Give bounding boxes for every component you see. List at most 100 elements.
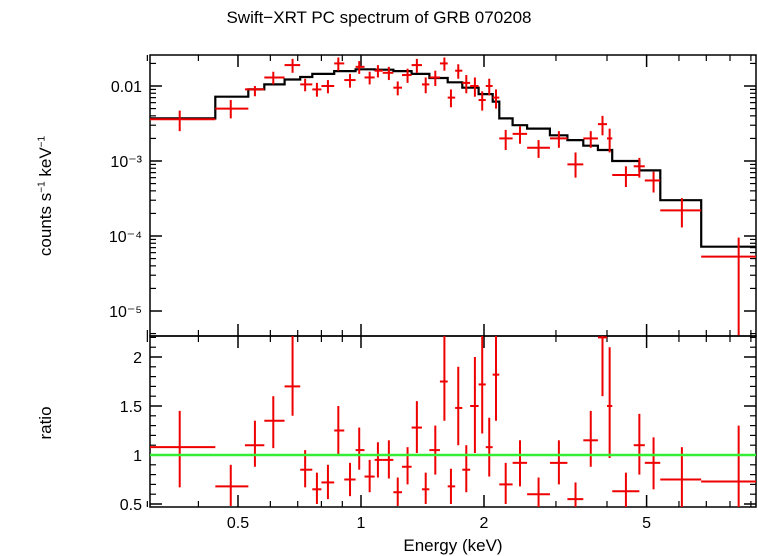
ratio-data-point (462, 445, 471, 493)
spectrum-data-point (244, 86, 265, 97)
ratio-data-point (583, 410, 598, 467)
spectrum-data-point (429, 70, 440, 86)
spectrum-data-point (597, 115, 607, 136)
ratio-data-point (478, 336, 486, 434)
spectrum-data-point (284, 58, 301, 73)
ratio-data-point (393, 477, 403, 506)
ratio-x-tick-label: 1 (357, 515, 366, 532)
ratio-data-point (264, 396, 285, 449)
ratio-data-point (455, 366, 463, 446)
ratio-panel: 0.5 1 2 5 0.5 1 1.5 2 (120, 335, 757, 532)
ratio-data-point (527, 477, 550, 507)
spectrum-data-point (499, 129, 513, 151)
ratio-data-point (364, 459, 375, 493)
spectrum-y-tick-label: 10⁻⁴ (109, 229, 142, 246)
ratio-data-point (567, 482, 584, 507)
y-label-kev-text: keV (36, 147, 55, 182)
ratio-data-point (312, 472, 322, 504)
ratio-data-point (633, 413, 645, 475)
ratio-data-point (321, 464, 335, 500)
spectrum-y-tick-label: 0.01 (111, 79, 142, 96)
ratio-data-point (492, 336, 500, 421)
spectrum-data-point (701, 237, 756, 336)
ratio-data-point (512, 440, 528, 487)
ratio-data-point (355, 427, 365, 470)
y-label-exp-s: −1 (36, 181, 48, 193)
model-group (150, 68, 756, 248)
ratio-data-point (470, 357, 479, 454)
ratio-data-point (549, 440, 568, 485)
chart-title: Swift−XRT PC spectrum of GRB 070208 (226, 8, 532, 27)
spectrum-y-tick-label: 10⁻⁵ (109, 304, 142, 321)
spectrum-data-point (374, 65, 383, 78)
ratio-data-point (612, 472, 640, 507)
spectrum-data-point (439, 57, 448, 71)
spectrum-data-point (321, 80, 335, 94)
spectrum-data-point (344, 73, 356, 88)
spectrum-panel: 0.01 10⁻³ 10⁻⁴ 10⁻⁵ (109, 54, 757, 337)
spectrum-data-point (549, 131, 568, 148)
spectrum-data-point (264, 71, 285, 85)
spectrum-data-point (660, 198, 702, 228)
ratio-y-tick-label: 2 (133, 350, 142, 367)
ratio-data-point (597, 336, 607, 397)
spectrum-data-point (411, 58, 422, 73)
ratio-data-point (402, 447, 412, 485)
ratio-data-point (429, 425, 440, 475)
spectrum-y-tick-label: 10⁻³ (110, 154, 142, 171)
spectrum-data-point (355, 61, 365, 74)
ratio-data-point (485, 417, 493, 477)
ratio-data-point (607, 347, 613, 458)
spectrum-data-point (470, 77, 479, 97)
ratio-data-point (644, 437, 661, 490)
spectrum-data-group (150, 57, 756, 336)
ratio-x-tick-label: 0.5 (227, 515, 249, 532)
x-axis-label: Energy (keV) (403, 536, 503, 555)
y-label-exp-kev: −1 (36, 135, 48, 148)
spectrum-data-point (382, 66, 394, 81)
ratio-data-point (421, 472, 430, 504)
spectrum-data-point (583, 131, 598, 148)
spectrum-data-point (300, 78, 313, 92)
ratio-data-point (701, 425, 756, 507)
ratio-data-point (382, 440, 394, 479)
ratio-frame (149, 335, 757, 508)
spectrum-data-point (402, 68, 412, 83)
spectrum-data-point (462, 75, 471, 94)
ratio-y-tick-label: 1.5 (120, 399, 142, 416)
spectrum-data-point (215, 100, 249, 119)
ratio-data-point (411, 401, 422, 454)
spectrum-data-point (421, 77, 430, 94)
y-axis-label-ratio: ratio (36, 406, 55, 440)
ratio-data-point (215, 464, 249, 506)
model-step-line (150, 68, 756, 248)
ratio-data-point (374, 442, 383, 478)
spectrum-data-point (334, 57, 345, 71)
y-label-counts-text: counts s (36, 192, 55, 257)
ratio-data-point (150, 410, 216, 488)
ratio-data-point (334, 406, 345, 455)
ratio-data-point (660, 447, 702, 507)
spectrum-data-point (633, 157, 645, 178)
spectrum-data-point (512, 126, 528, 144)
ratio-data-point (244, 420, 265, 467)
ratio-y-tick-label: 0.5 (120, 497, 142, 514)
spectrum-data-point (644, 171, 661, 193)
ratio-data-point (300, 450, 313, 488)
spectrum-data-point (607, 128, 613, 153)
ratio-data-point (344, 462, 356, 497)
spectrum-data-point (393, 81, 403, 96)
spectrum-data-point (364, 71, 375, 85)
spectrum-data-point (312, 82, 322, 97)
ratio-data-point (284, 336, 301, 416)
spectrum-data-point (527, 140, 550, 158)
ratio-data-point (447, 468, 456, 504)
spectrum-data-point (455, 64, 463, 79)
spectrum-data-point (478, 91, 486, 111)
ratio-x-tick-label: 5 (642, 515, 651, 532)
ratio-x-tick-label: 2 (480, 515, 489, 532)
ratio-data-group (150, 336, 756, 507)
spectrum-data-point (447, 89, 456, 108)
ratio-data-point (439, 336, 448, 421)
